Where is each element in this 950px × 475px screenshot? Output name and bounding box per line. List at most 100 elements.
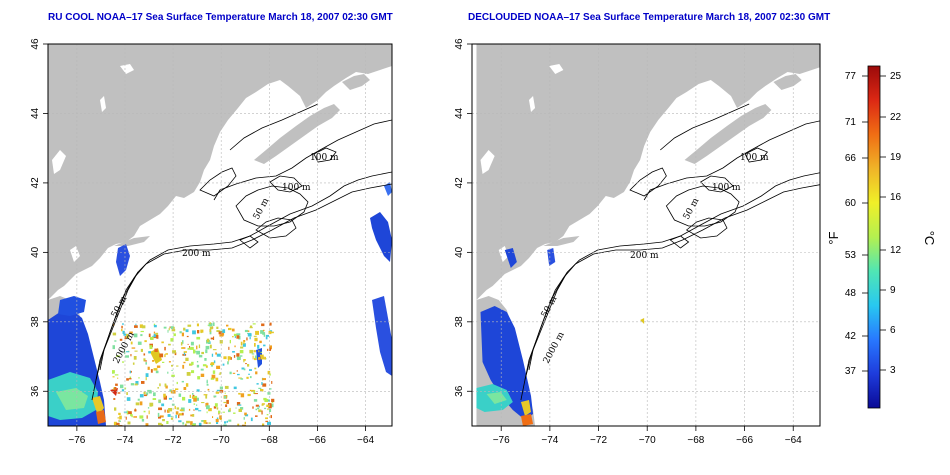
right-lat-tick-label: 36 <box>454 385 465 397</box>
sst-pixel <box>190 414 194 417</box>
sst-pixel <box>131 414 133 418</box>
sst-pixel <box>129 331 133 334</box>
sst-pixel <box>189 363 193 366</box>
sst-pixel <box>163 393 166 398</box>
sst-pixel <box>138 377 140 379</box>
sst-pixel <box>172 350 176 354</box>
sst-pixel <box>208 422 211 424</box>
sst-pixel <box>249 376 252 379</box>
fahrenheit-tick-label: 37 <box>845 366 857 377</box>
sst-pixel <box>222 329 226 333</box>
sst-pixel <box>149 402 154 407</box>
sst-pixel <box>205 403 209 407</box>
sst-pixel <box>148 410 150 415</box>
sst-pixel <box>203 420 207 424</box>
sst-pixel <box>112 376 115 378</box>
sst-pixel <box>135 323 137 327</box>
sst-pixel <box>185 383 189 387</box>
sst-pixel <box>114 407 117 411</box>
sst-pixel <box>129 370 132 373</box>
left-lat-tick-label: 44 <box>30 107 41 119</box>
sst-pixel <box>254 393 258 395</box>
sst-pixel <box>209 322 212 325</box>
sst-pixel <box>118 424 120 426</box>
sst-pixel <box>250 326 252 328</box>
sst-pixel <box>212 349 217 351</box>
sst-pixel <box>133 356 137 360</box>
sst-pixel <box>144 340 147 343</box>
sst-pixel <box>223 401 227 404</box>
sst-pixel <box>253 399 258 402</box>
sst-pixel <box>254 337 258 342</box>
sst-pixel <box>172 390 176 394</box>
sst-pixel <box>261 404 264 406</box>
sst-pixel <box>263 344 266 347</box>
sst-pixel <box>200 368 204 371</box>
sst-pixel <box>224 421 227 424</box>
sst-pixel <box>215 377 219 382</box>
sst-pixel <box>147 366 150 370</box>
sst-pixel <box>196 389 200 392</box>
sst-pixel <box>198 354 203 358</box>
sst-pixel <box>260 330 264 334</box>
sst-pixel <box>126 351 130 353</box>
sst-pixel <box>164 354 166 358</box>
temperature-colorbar: 77 71 66 60 53 48 42 37 25 22 19 16 12 9 6 3 °F °C <box>826 65 937 409</box>
sst-pixel <box>249 369 252 371</box>
sst-pixel <box>128 411 132 415</box>
sst-pixel <box>153 324 157 328</box>
sst-pixel <box>162 361 165 363</box>
sst-pixel <box>247 364 250 367</box>
left-lon-tick-label: −74 <box>116 435 133 446</box>
sst-pixel <box>148 333 151 338</box>
sst-pixel <box>228 327 232 331</box>
sst-pixel <box>254 343 256 347</box>
sst-pixel <box>240 407 244 410</box>
sst-pixel <box>148 390 152 394</box>
right-lon-tick-label: −68 <box>687 435 704 446</box>
sst-pixel <box>192 423 196 425</box>
sst-pixel <box>176 381 178 385</box>
right-map-title: DECLOUDED NOAA–17 Sea Surface Temperatur… <box>468 12 831 23</box>
sst-pixel <box>245 363 247 365</box>
sst-pixel <box>182 422 185 425</box>
sst-pixel <box>243 368 246 371</box>
sst-pixel <box>192 330 196 335</box>
sst-pixel <box>211 353 214 357</box>
sst-pixel <box>192 393 194 395</box>
sst-pixel <box>137 341 142 345</box>
sst-pixel <box>205 422 208 424</box>
sst-pixel <box>200 373 205 377</box>
left-lat-tick-label: 42 <box>30 177 41 189</box>
sst-pixel <box>260 354 264 357</box>
sst-pixel <box>257 407 260 410</box>
right-lon-tick-label: −74 <box>541 435 558 446</box>
sst-pixel <box>239 350 244 354</box>
sst-pixel <box>189 394 191 398</box>
sst-pixel <box>266 414 269 416</box>
sst-pixel <box>166 421 169 424</box>
right-lat-tick-label: 44 <box>454 107 465 119</box>
fahrenheit-tick-label: 42 <box>845 331 857 342</box>
sst-pixel <box>126 392 128 395</box>
sst-pixel <box>126 378 129 381</box>
celsius-tick-label: 3 <box>890 365 896 376</box>
sst-pixel <box>134 350 138 352</box>
sst-pixel <box>255 404 259 407</box>
sst-pixel <box>141 419 145 422</box>
sst-pixel <box>191 370 195 374</box>
sst-pixel <box>130 412 132 417</box>
sst-pixel <box>222 411 225 413</box>
sst-pixel <box>267 370 271 375</box>
sst-pixel <box>178 393 182 397</box>
sst-pixel <box>129 370 131 374</box>
left-lon-tick-label: −72 <box>165 435 182 446</box>
sst-pixel <box>159 383 161 387</box>
sst-pixel <box>149 345 153 349</box>
sst-pixel <box>269 373 271 376</box>
sst-pixel <box>150 369 153 373</box>
sst-pixel <box>209 326 213 330</box>
left-lat-tick-label: 40 <box>30 246 41 258</box>
sst-pixel <box>129 376 132 379</box>
sst-pixel <box>175 411 179 415</box>
